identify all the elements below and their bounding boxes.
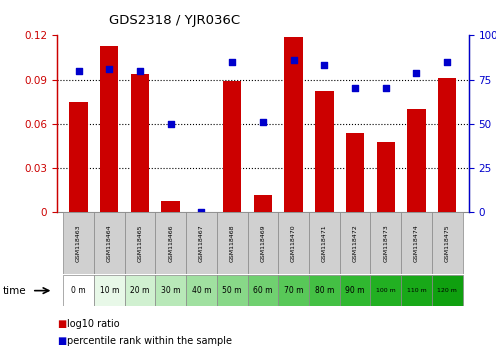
Bar <box>217 275 248 306</box>
Text: GSM118473: GSM118473 <box>383 224 388 262</box>
Bar <box>248 212 278 274</box>
Bar <box>69 102 88 212</box>
Bar <box>217 212 248 274</box>
Text: 70 m: 70 m <box>284 286 304 295</box>
Text: GSM118470: GSM118470 <box>291 224 296 262</box>
Text: GSM118468: GSM118468 <box>230 225 235 262</box>
Text: GSM118465: GSM118465 <box>137 225 142 262</box>
Text: GSM118472: GSM118472 <box>353 224 358 262</box>
Point <box>413 70 421 75</box>
Bar <box>155 212 186 274</box>
Bar <box>340 212 371 274</box>
Point <box>74 68 82 74</box>
Text: GDS2318 / YJR036C: GDS2318 / YJR036C <box>109 14 240 27</box>
Bar <box>376 142 395 212</box>
Bar <box>401 275 432 306</box>
Text: 50 m: 50 m <box>222 286 242 295</box>
Bar <box>223 81 242 212</box>
Text: GSM118475: GSM118475 <box>445 224 450 262</box>
Point <box>320 63 328 68</box>
Bar <box>186 212 217 274</box>
Text: 30 m: 30 m <box>161 286 181 295</box>
Point <box>105 66 113 72</box>
Bar <box>100 46 119 212</box>
Bar <box>438 78 456 212</box>
Bar <box>253 195 272 212</box>
Text: GSM118471: GSM118471 <box>322 224 327 262</box>
Bar <box>432 212 463 274</box>
Text: 40 m: 40 m <box>191 286 211 295</box>
Text: GSM118466: GSM118466 <box>168 225 173 262</box>
Point <box>382 86 390 91</box>
Bar <box>401 212 432 274</box>
Text: GSM118464: GSM118464 <box>107 224 112 262</box>
Text: percentile rank within the sample: percentile rank within the sample <box>67 336 232 346</box>
Bar <box>131 74 149 212</box>
Text: log10 ratio: log10 ratio <box>67 319 120 329</box>
Bar <box>309 275 340 306</box>
Bar <box>309 212 340 274</box>
Text: ■: ■ <box>57 336 66 346</box>
Bar <box>63 275 94 306</box>
Bar <box>315 91 333 212</box>
Bar <box>248 275 278 306</box>
Point <box>197 210 205 215</box>
Text: GSM118463: GSM118463 <box>76 224 81 262</box>
Bar <box>278 212 309 274</box>
Bar <box>186 275 217 306</box>
Bar <box>340 275 371 306</box>
Point <box>351 86 359 91</box>
Bar <box>346 133 364 212</box>
Point <box>443 59 451 65</box>
Text: 80 m: 80 m <box>314 286 334 295</box>
Text: 100 m: 100 m <box>376 288 396 293</box>
Text: 110 m: 110 m <box>407 288 427 293</box>
Bar <box>278 275 309 306</box>
Bar <box>284 37 303 212</box>
Bar <box>407 109 426 212</box>
Bar <box>124 275 155 306</box>
Bar <box>371 212 401 274</box>
Bar <box>432 275 463 306</box>
Text: 20 m: 20 m <box>130 286 150 295</box>
Text: 60 m: 60 m <box>253 286 273 295</box>
Text: time: time <box>2 286 26 296</box>
Text: GSM118474: GSM118474 <box>414 224 419 262</box>
Point <box>167 121 175 127</box>
Bar <box>63 212 94 274</box>
Bar <box>155 275 186 306</box>
Bar <box>162 201 180 212</box>
Text: 90 m: 90 m <box>345 286 365 295</box>
Bar <box>371 275 401 306</box>
Bar <box>94 275 124 306</box>
Text: 120 m: 120 m <box>437 288 457 293</box>
Point <box>259 119 267 125</box>
Point <box>228 59 236 65</box>
Text: GSM118469: GSM118469 <box>260 224 265 262</box>
Text: GSM118467: GSM118467 <box>199 224 204 262</box>
Point <box>136 68 144 74</box>
Point <box>290 57 298 63</box>
Bar <box>124 212 155 274</box>
Text: ■: ■ <box>57 319 66 329</box>
Bar <box>94 212 124 274</box>
Text: 10 m: 10 m <box>100 286 119 295</box>
Text: 0 m: 0 m <box>71 286 86 295</box>
